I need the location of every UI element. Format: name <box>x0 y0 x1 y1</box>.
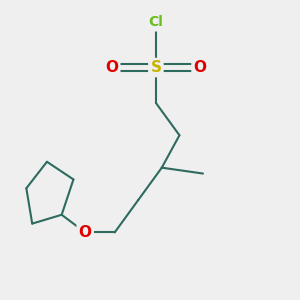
Text: O: O <box>105 60 118 75</box>
Text: O: O <box>79 225 92 240</box>
Text: O: O <box>194 60 207 75</box>
Text: S: S <box>150 60 161 75</box>
Text: Cl: Cl <box>148 15 163 29</box>
